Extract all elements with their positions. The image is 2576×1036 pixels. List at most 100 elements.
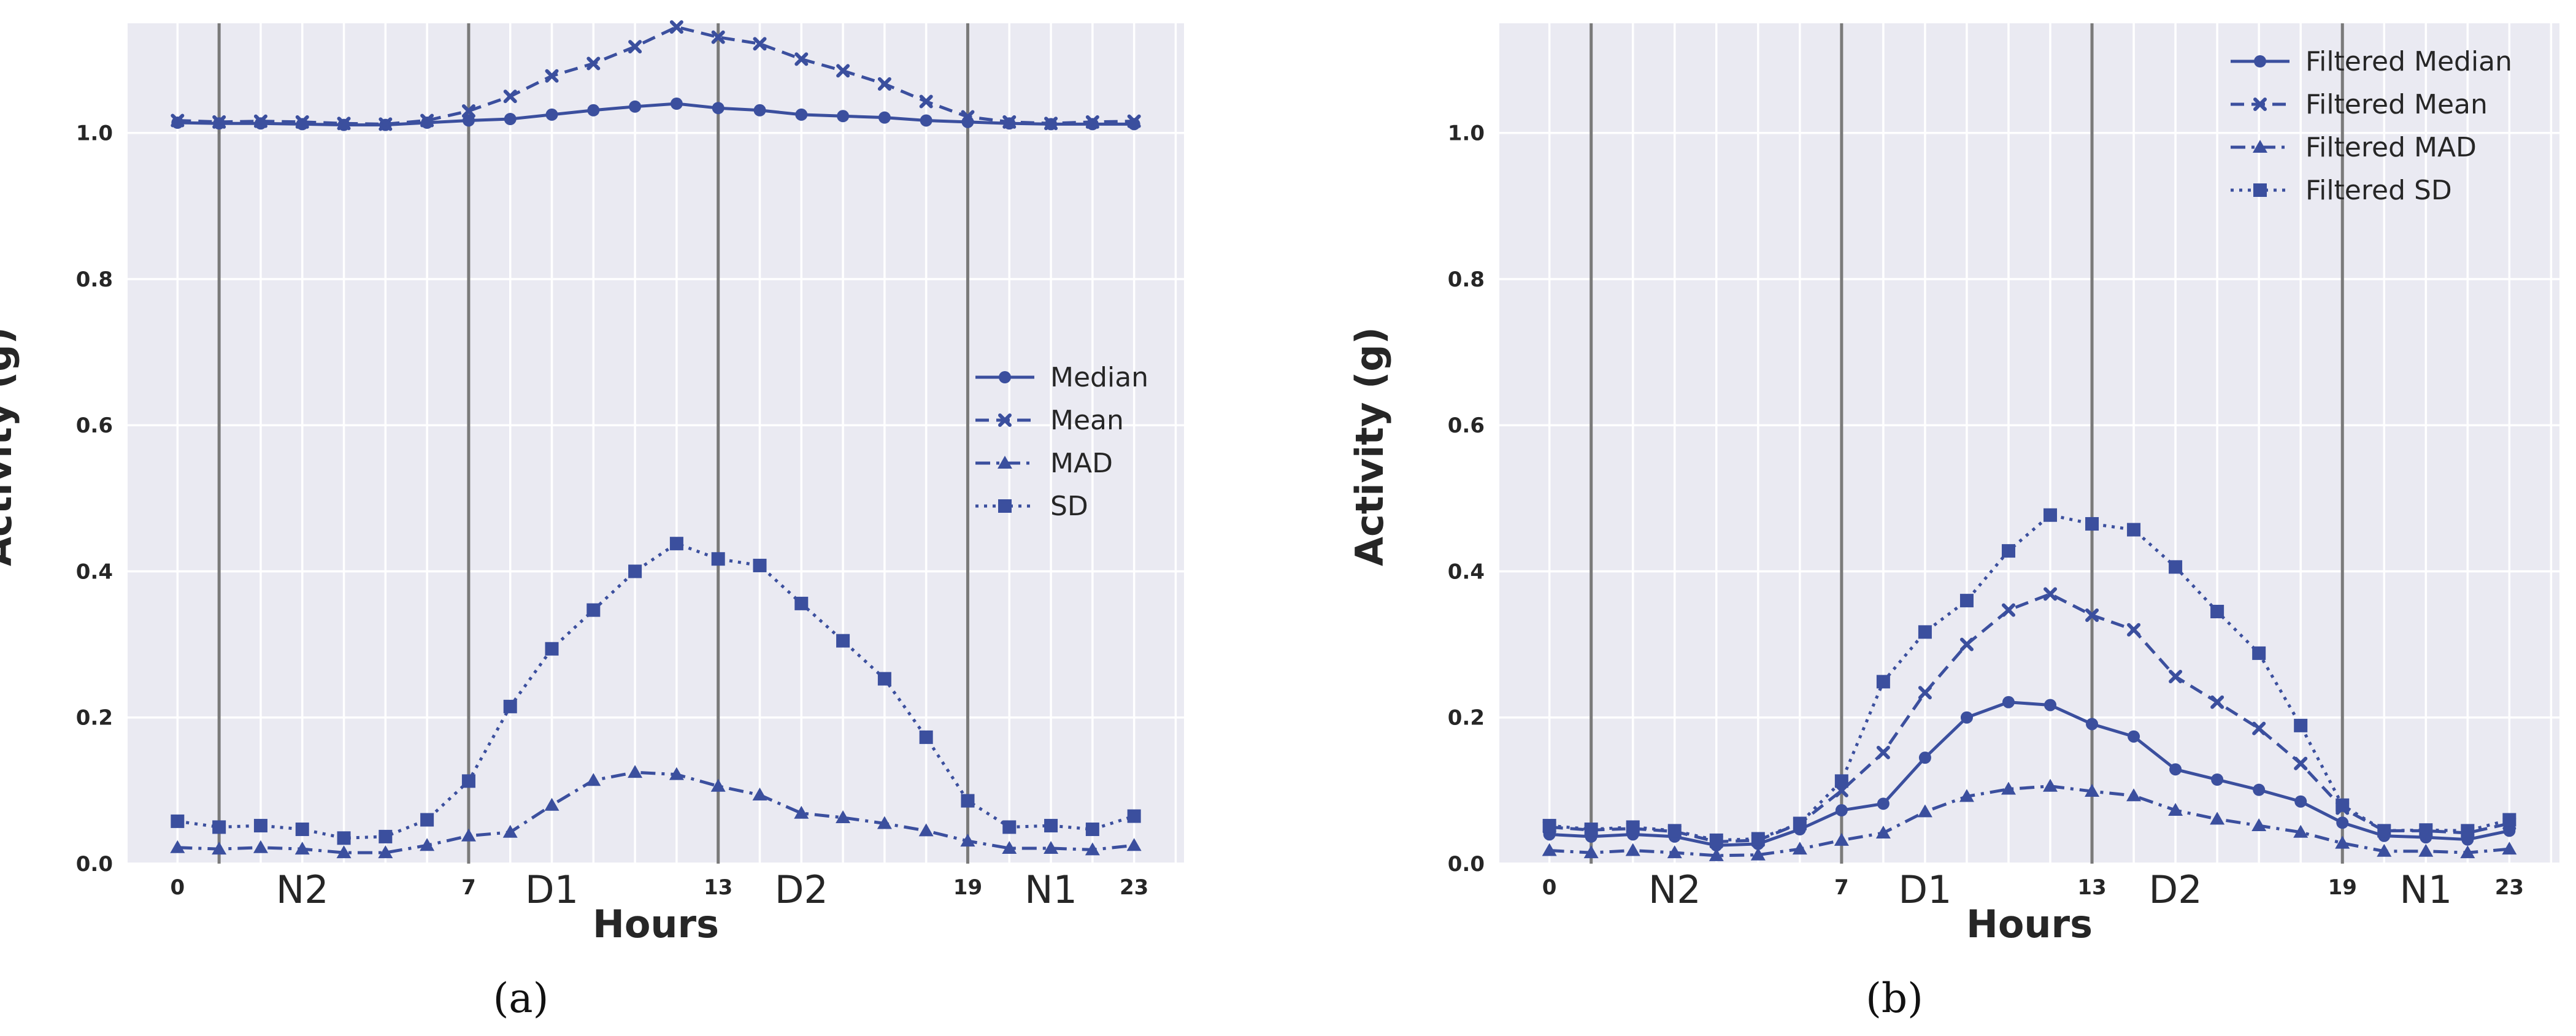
data-point-marker bbox=[670, 98, 683, 110]
data-point-marker bbox=[2001, 544, 2015, 558]
x-axis-label: Hours bbox=[1966, 902, 2093, 946]
period-label: D1 bbox=[525, 867, 579, 912]
data-point-marker bbox=[586, 56, 601, 71]
legend-label: Filtered Median bbox=[2305, 46, 2512, 77]
data-point-marker bbox=[170, 840, 185, 853]
data-point-marker bbox=[1626, 820, 1640, 834]
data-point-marker bbox=[461, 104, 475, 118]
data-point-marker bbox=[2169, 560, 2183, 574]
series-line bbox=[177, 102, 1134, 127]
data-point-marker bbox=[1126, 838, 1142, 851]
marker-stroke bbox=[753, 37, 767, 51]
data-point-marker bbox=[877, 816, 892, 829]
marker-stroke bbox=[711, 30, 725, 44]
data-point-marker bbox=[1709, 833, 1723, 847]
data-point-marker bbox=[1127, 114, 1141, 128]
data-point-marker bbox=[918, 823, 934, 837]
data-point-marker bbox=[420, 113, 434, 128]
data-point-marker bbox=[1085, 842, 1100, 856]
marker-stroke bbox=[1127, 114, 1141, 128]
data-point-marker bbox=[919, 730, 933, 744]
data-point-marker bbox=[544, 797, 559, 811]
data-point-marker bbox=[212, 820, 226, 834]
marker-stroke bbox=[836, 64, 850, 78]
data-point-marker bbox=[1877, 797, 1890, 810]
marker-stroke bbox=[669, 20, 683, 34]
panel-caption: (a) bbox=[493, 975, 549, 1022]
data-point-marker bbox=[1834, 832, 1849, 846]
data-point-marker bbox=[1127, 809, 1141, 823]
marker-stroke bbox=[794, 52, 809, 66]
data-point-marker bbox=[2377, 824, 2391, 838]
data-point-marker bbox=[794, 805, 809, 819]
data-point-marker bbox=[420, 838, 435, 851]
data-point-marker bbox=[2126, 788, 2142, 802]
series-line bbox=[177, 770, 1134, 854]
data-point-marker bbox=[2210, 605, 2224, 618]
data-point-marker bbox=[2002, 696, 2015, 708]
y-tick-label: 1.0 bbox=[76, 121, 113, 146]
data-point-marker bbox=[752, 788, 767, 801]
data-point-marker bbox=[712, 102, 725, 115]
data-point-marker bbox=[2043, 508, 2058, 522]
x-tick-label: 19 bbox=[2328, 875, 2357, 900]
data-point-marker bbox=[2211, 773, 2224, 786]
x-tick-label: 19 bbox=[953, 875, 982, 900]
data-point-marker bbox=[711, 30, 725, 44]
marker-stroke bbox=[586, 56, 601, 71]
data-point-marker bbox=[2502, 813, 2516, 827]
data-point-marker bbox=[877, 77, 891, 91]
data-point-marker bbox=[2336, 816, 2349, 829]
marker-stroke bbox=[1918, 686, 1932, 700]
legend-label: Filtered Mean bbox=[2305, 89, 2488, 120]
data-point-marker bbox=[586, 603, 601, 617]
data-point-marker bbox=[920, 114, 932, 127]
legend-label: Mean bbox=[1050, 405, 1124, 436]
marker-stroke bbox=[171, 113, 185, 128]
x-axis-label: Hours bbox=[593, 902, 719, 946]
data-point-marker bbox=[1835, 804, 1848, 817]
data-point-marker bbox=[794, 52, 809, 66]
legend-marker bbox=[998, 499, 1012, 513]
data-point-marker bbox=[753, 558, 767, 572]
marker-stroke bbox=[2127, 623, 2141, 637]
series-line bbox=[1549, 513, 2510, 842]
data-point-marker bbox=[253, 819, 267, 833]
y-tick-label: 0.0 bbox=[76, 852, 113, 877]
data-point-marker bbox=[253, 114, 267, 128]
data-point-marker bbox=[1834, 774, 1848, 788]
data-point-marker bbox=[171, 814, 185, 828]
period-label: N2 bbox=[276, 867, 329, 912]
marker-stroke bbox=[961, 110, 975, 124]
data-point-marker bbox=[462, 114, 475, 127]
data-point-marker bbox=[2043, 778, 2058, 792]
data-point-marker bbox=[2251, 818, 2267, 832]
data-point-marker bbox=[1751, 832, 1765, 846]
data-point-marker bbox=[2294, 718, 2308, 732]
data-point-marker bbox=[2502, 842, 2517, 855]
legend-marker bbox=[998, 413, 1012, 427]
x-tick-label: 0 bbox=[171, 875, 185, 900]
marker-stroke bbox=[253, 114, 267, 128]
data-point-marker bbox=[1044, 840, 1059, 854]
x-tick-label: 13 bbox=[2077, 875, 2106, 900]
data-point-marker bbox=[1667, 824, 1682, 838]
data-point-marker bbox=[379, 117, 393, 131]
data-point-marker bbox=[337, 117, 351, 131]
data-point-marker bbox=[795, 108, 808, 121]
data-point-marker bbox=[1917, 804, 1932, 818]
data-point-marker bbox=[836, 810, 851, 823]
chart-panel-a: 0.0 0.2 0.4 0.6 0.8 1.0 0 7 13 19 23 N2 D1 D2 N1 Hours A… bbox=[0, 20, 1184, 1022]
marker-stroke bbox=[503, 90, 517, 104]
data-point-marker bbox=[1002, 840, 1017, 854]
data-point-marker bbox=[1044, 819, 1058, 833]
y-axis-label: Activity (g) bbox=[1347, 327, 1392, 566]
data-point-marker bbox=[2210, 695, 2224, 709]
data-point-marker bbox=[1002, 115, 1017, 129]
data-point-marker bbox=[1918, 625, 1932, 639]
legend-label: Filtered SD bbox=[2305, 175, 2452, 206]
marker-stroke bbox=[2085, 608, 2099, 622]
period-label: N1 bbox=[2399, 867, 2452, 912]
data-point-marker bbox=[545, 108, 558, 121]
data-point-marker bbox=[378, 845, 393, 859]
